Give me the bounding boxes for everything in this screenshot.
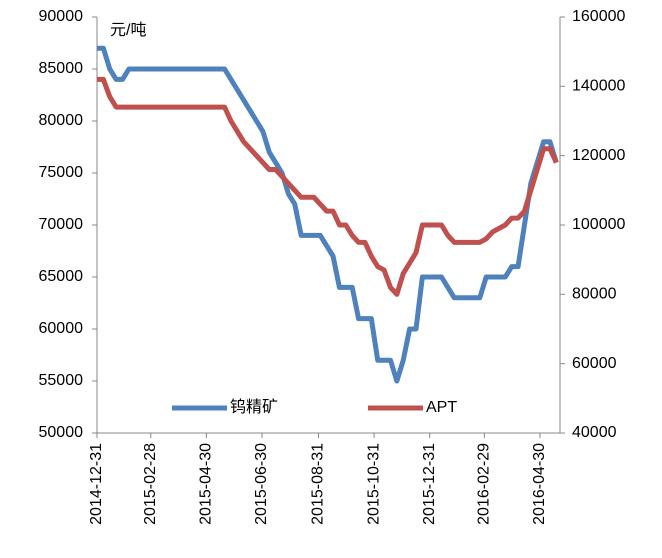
x-tick-label: 2014-12-31 — [88, 443, 105, 525]
legend-label: APT — [426, 399, 457, 416]
y-tick-label: 50000 — [39, 424, 84, 441]
y2-tick-label: 140000 — [572, 78, 625, 95]
y-tick-label: 70000 — [39, 216, 84, 233]
x-tick-label: 2015-02-28 — [142, 443, 159, 525]
series-line — [97, 76, 559, 297]
x-tick-label: 2015-08-31 — [310, 443, 327, 525]
y-tick-label: 80000 — [39, 112, 84, 129]
y2-tick-label: 120000 — [572, 147, 625, 164]
y2-tick-label: 40000 — [572, 424, 617, 441]
x-tick-label: 2015-10-31 — [365, 443, 382, 525]
series-line — [97, 45, 559, 384]
y2-tick-label: 160000 — [572, 8, 625, 25]
x-tick-label: 2016-04-30 — [531, 443, 548, 525]
y-tick-label: 85000 — [39, 60, 84, 77]
x-tick-label: 2015-06-30 — [253, 443, 270, 525]
y-tick-label: 55000 — [39, 372, 84, 389]
x-tick-label: 2015-04-30 — [198, 443, 215, 525]
y-tick-label: 90000 — [39, 8, 84, 25]
y2-tick-label: 60000 — [572, 355, 617, 372]
y2-tick-label: 100000 — [572, 216, 625, 233]
y2-tick-label: 80000 — [572, 286, 617, 303]
y-tick-label: 60000 — [39, 320, 84, 337]
y-tick-label: 65000 — [39, 268, 84, 285]
y-tick-label: 75000 — [39, 164, 84, 181]
x-tick-label: 2015-12-31 — [421, 443, 438, 525]
y-axis-unit: 元/吨 — [110, 21, 146, 39]
legend-label: 钨精矿 — [230, 398, 278, 416]
x-tick-label: 2016-02-29 — [476, 443, 493, 525]
